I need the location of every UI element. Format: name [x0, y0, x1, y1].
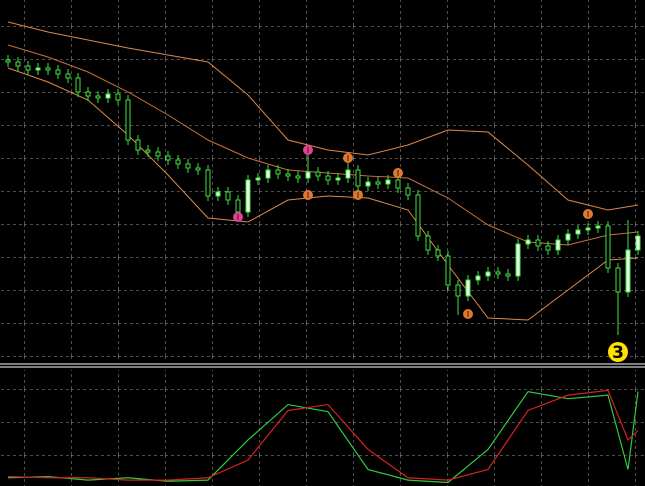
candle-body — [465, 279, 471, 297]
candle-body — [285, 173, 291, 177]
candle-body — [45, 67, 51, 71]
candle-body — [255, 177, 261, 181]
candle-body — [95, 95, 101, 99]
candle-body — [445, 255, 451, 286]
oscillator-grid — [0, 370, 645, 486]
candle-body — [515, 243, 521, 277]
candle-body — [625, 249, 631, 293]
candle-body — [435, 249, 441, 257]
candle-body — [565, 233, 571, 241]
candle-body — [25, 65, 31, 71]
candle-body — [5, 59, 11, 63]
candle-body — [525, 239, 531, 245]
candle-body — [425, 235, 431, 251]
candle-body — [475, 275, 481, 281]
candle-body — [175, 159, 181, 165]
candle-body — [305, 171, 311, 179]
candle-body — [205, 169, 211, 197]
candle-body — [325, 175, 331, 181]
candle-body — [405, 187, 411, 196]
candle-body — [215, 191, 221, 197]
candle-body — [395, 179, 401, 189]
candle-body — [245, 179, 251, 213]
candle-body — [375, 181, 381, 185]
candle-body — [235, 199, 241, 213]
candle-body — [575, 229, 581, 235]
candle-body — [345, 169, 351, 179]
candle-body — [295, 175, 301, 179]
candle-body — [455, 284, 461, 297]
candle-body — [585, 227, 591, 231]
price-grid — [0, 0, 645, 362]
candle-body — [365, 181, 371, 187]
candle-body — [105, 93, 111, 99]
candle-body — [485, 271, 491, 277]
candle-body — [145, 149, 151, 153]
oscillator-line — [7, 390, 639, 484]
bollinger-band — [7, 67, 639, 321]
candle-body — [315, 171, 321, 177]
candle-body — [135, 139, 141, 151]
candle-body — [35, 67, 41, 71]
candle-body — [595, 225, 601, 229]
candle-body — [535, 239, 541, 247]
candle-body — [415, 194, 421, 237]
candle-body — [75, 77, 81, 93]
candle-body — [265, 169, 271, 179]
candle-body — [225, 191, 231, 201]
candle-body — [65, 73, 71, 79]
candle-body — [605, 225, 611, 269]
candle-body — [125, 99, 131, 141]
candle-body — [355, 169, 361, 187]
candle-body — [85, 91, 91, 97]
candle-body — [115, 93, 121, 101]
signal-marker — [608, 342, 628, 362]
candle-body — [15, 61, 21, 67]
candle-body — [615, 267, 621, 293]
bollinger-band — [7, 21, 639, 211]
signal-label: 3 — [612, 343, 624, 363]
candle-body — [55, 69, 61, 75]
candle-body — [635, 235, 641, 251]
candle-body — [275, 169, 281, 175]
candle-body — [155, 151, 161, 157]
candle-body — [505, 273, 511, 277]
candle-body — [185, 163, 191, 169]
candle-body — [165, 155, 171, 161]
candle-body — [335, 177, 341, 181]
candle-body — [555, 239, 561, 251]
candle-body — [385, 179, 391, 185]
candle-body — [495, 271, 501, 275]
candle-body — [545, 245, 551, 251]
candle-body — [195, 167, 201, 171]
oscillator-line — [7, 389, 639, 481]
